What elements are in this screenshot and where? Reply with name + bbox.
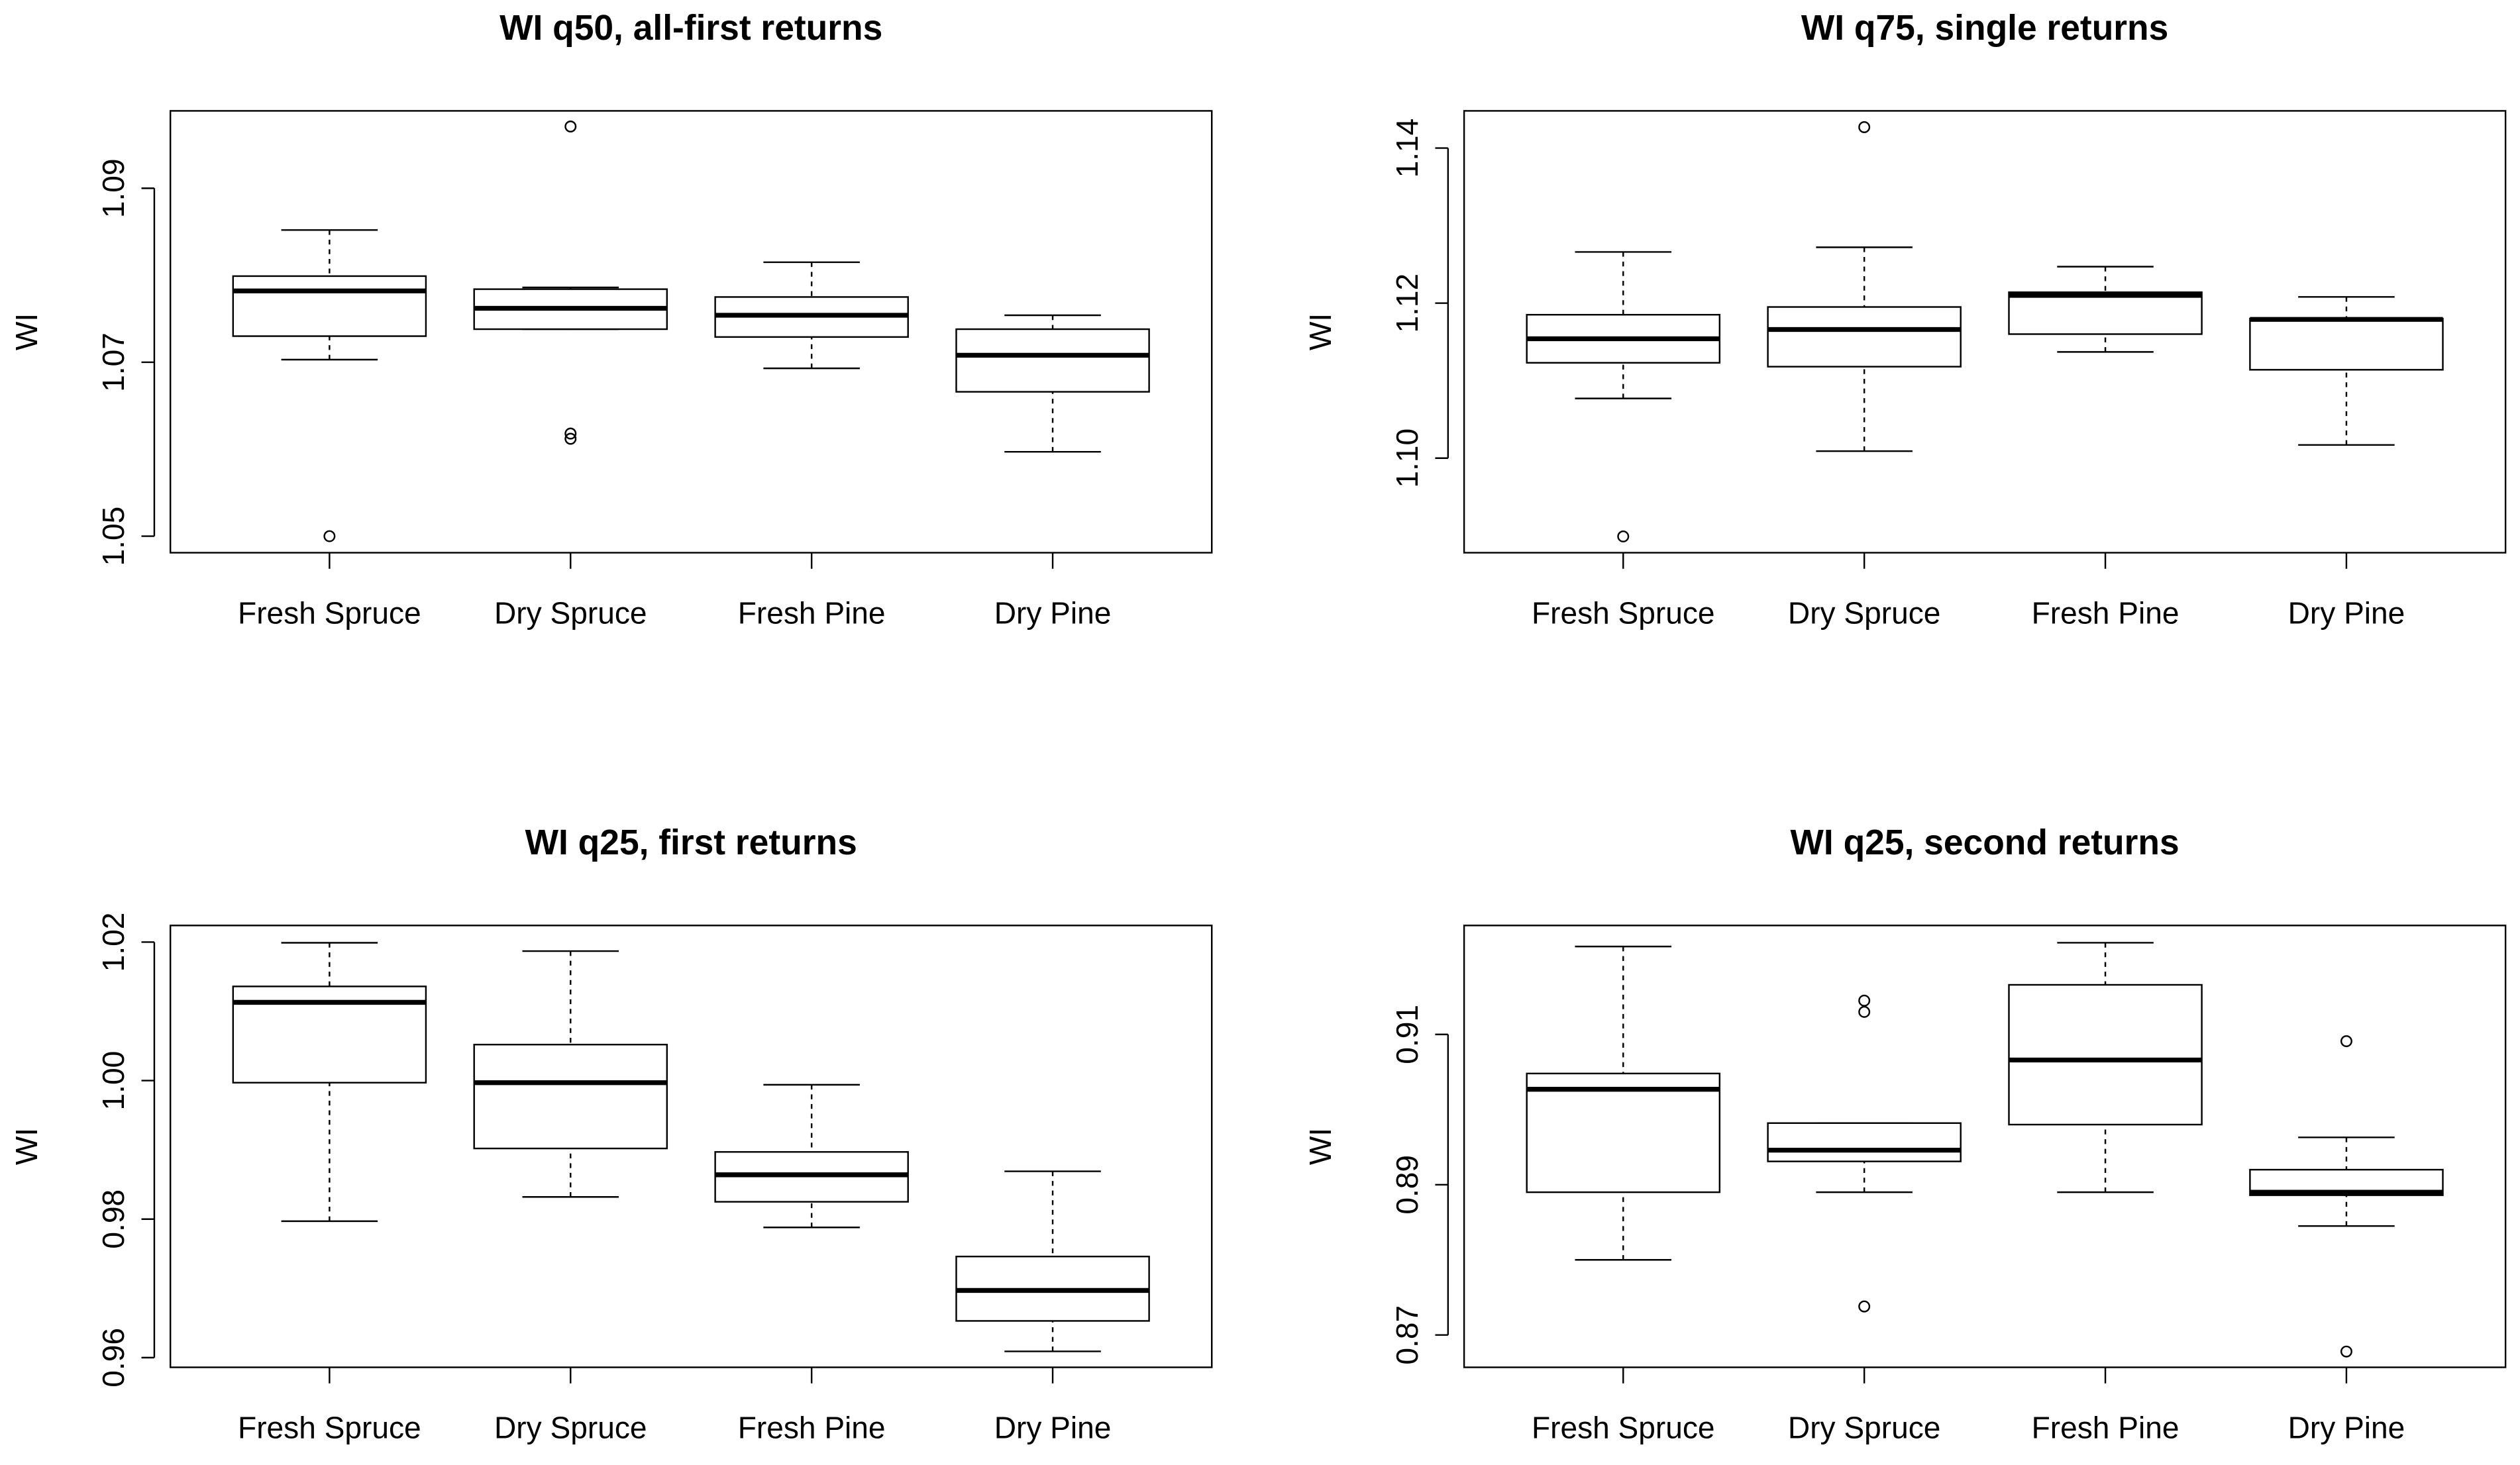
y-tick-label: 0.96 (96, 1328, 131, 1388)
box (1526, 1072, 1721, 1193)
x-tick-label: Dry Spruce (494, 595, 647, 630)
x-tick-label: Fresh Pine (738, 595, 886, 630)
x-tick-label: Dry Pine (2288, 595, 2405, 630)
x-tick-label: Fresh Spruce (238, 1410, 421, 1444)
plot-frame (169, 925, 1213, 1368)
outlier (1858, 121, 1871, 133)
chart-title: WI q25, second returns (1791, 823, 2179, 862)
chart-title: WI q25, first returns (525, 823, 857, 862)
outlier (1858, 1300, 1871, 1313)
x-tick-label: Fresh Spruce (1532, 1410, 1715, 1444)
outlier (1617, 530, 1630, 542)
box (2249, 317, 2444, 371)
y-axis-label: WI (1303, 313, 1338, 350)
outlier (2340, 1345, 2352, 1358)
x-tick-label: Dry Pine (994, 1410, 1112, 1444)
plot-frame (1463, 925, 2507, 1368)
x-tick-label: Dry Pine (994, 595, 1112, 630)
x-tick-label: Dry Spruce (1788, 595, 1940, 630)
y-tick-label: 1.00 (96, 1051, 131, 1111)
x-tick-label: Fresh Spruce (1532, 595, 1715, 630)
y-tick-label: 0.89 (1390, 1155, 1424, 1215)
x-tick-label: Dry Pine (2288, 1410, 2405, 1444)
box (955, 328, 1150, 393)
y-tick-label: 1.12 (1390, 274, 1424, 333)
box (2008, 291, 2203, 335)
y-axis-label: WI (9, 313, 44, 350)
outlier (564, 432, 577, 445)
y-tick-label: 1.02 (96, 913, 131, 972)
y-tick-label: 0.98 (96, 1189, 131, 1249)
x-tick-label: Dry Spruce (1788, 1410, 1940, 1444)
outlier (1858, 1005, 1871, 1018)
y-tick-label: 0.87 (1390, 1305, 1424, 1365)
outlier (564, 121, 577, 133)
y-tick-label: 1.05 (96, 507, 131, 566)
box (232, 275, 427, 337)
outlier (2340, 1035, 2352, 1048)
x-tick-label: Fresh Pine (738, 1410, 886, 1444)
outlier (1858, 994, 1871, 1007)
box (473, 1044, 668, 1150)
y-tick-label: 0.91 (1390, 1005, 1424, 1064)
chart-title: WI q50, all-first returns (499, 9, 882, 48)
plot-frame (169, 110, 1213, 554)
outlier (323, 530, 336, 542)
outlier (564, 427, 577, 440)
box (2008, 984, 2203, 1126)
chart-title: WI q75, single returns (1801, 9, 2168, 48)
y-tick-label: 1.10 (1390, 429, 1424, 488)
box (1767, 1122, 1962, 1162)
y-axis-label: WI (1303, 1128, 1338, 1165)
x-tick-label: Fresh Pine (2032, 1410, 2179, 1444)
y-tick-label: 1.14 (1390, 119, 1424, 178)
y-axis-label: WI (9, 1128, 44, 1165)
x-tick-label: Dry Spruce (494, 1410, 647, 1444)
x-tick-label: Fresh Spruce (238, 595, 421, 630)
x-tick-label: Fresh Pine (2032, 595, 2179, 630)
y-tick-label: 1.07 (96, 332, 131, 392)
plot-frame (1463, 110, 2507, 554)
box (1767, 306, 1962, 368)
y-tick-label: 1.09 (96, 158, 131, 218)
